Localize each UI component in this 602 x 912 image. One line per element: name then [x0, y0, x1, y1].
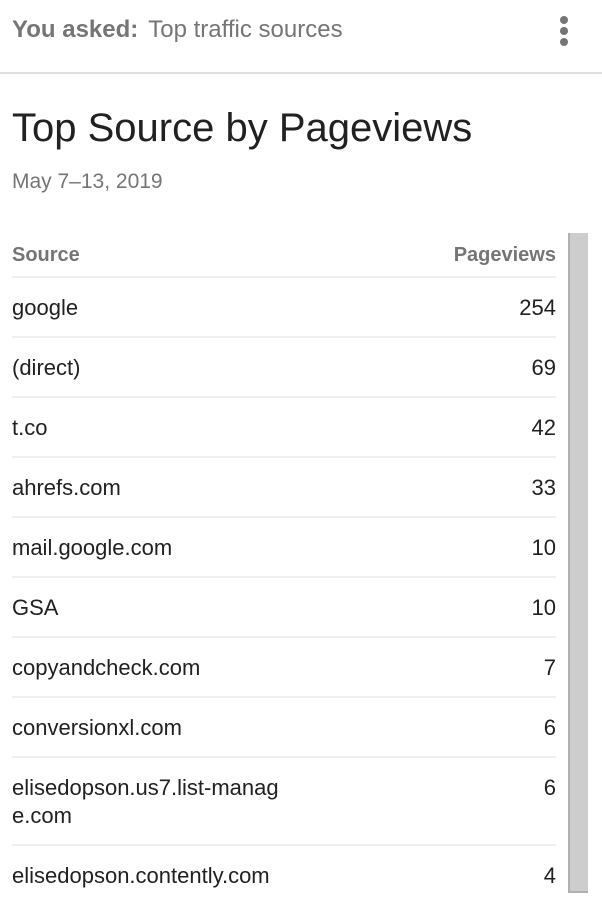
source-cell: elisedopson.contently.com	[12, 863, 270, 888]
source-cell: GSA	[12, 577, 292, 638]
query-text: Top traffic sources	[148, 16, 343, 43]
pageviews-cell: 10	[292, 577, 556, 638]
source-cell: mail.google.com	[12, 517, 292, 578]
table-row: copyandcheck.com 7	[12, 637, 556, 698]
table-header: Source Pageviews	[12, 234, 556, 278]
table-row: GSA 10	[12, 577, 556, 638]
column-header-pageviews: Pageviews	[292, 234, 556, 278]
asked-query: You asked: Top traffic sources	[12, 16, 343, 44]
source-cell: google	[12, 277, 292, 338]
table-row: ahrefs.com 33	[12, 457, 556, 518]
pageviews-cell: 254	[292, 277, 556, 338]
pageviews-cell: 42	[292, 397, 556, 458]
pageviews-cell: 6	[292, 697, 556, 758]
pageviews-cell: 7	[292, 637, 556, 698]
table-row: mail.google.com 10	[12, 517, 556, 578]
source-cell: copyandcheck.com	[12, 637, 292, 698]
header: You asked: Top traffic sources	[0, 0, 602, 74]
pageviews-cell: 10	[292, 517, 556, 578]
sources-table: Source Pageviews google 254 (direct) 69 t.co…	[12, 234, 556, 904]
table-row: elisedopson.us7.list-manage.com 6	[12, 757, 556, 846]
pageviews-cell: 69	[292, 337, 556, 398]
pageviews-cell: 33	[292, 457, 556, 518]
source-cell: conversionxl.com	[12, 697, 292, 758]
scrollbar[interactable]	[568, 233, 588, 893]
asked-label: You asked:	[12, 16, 139, 43]
table-row: conversionxl.com 6	[12, 697, 556, 758]
table-row: elisedopson.contently.com 4	[12, 845, 556, 904]
source-cell: ahrefs.com	[12, 457, 292, 518]
pageviews-cell: 4	[543, 863, 556, 888]
table-row: t.co 42	[12, 397, 556, 458]
source-cell: (direct)	[12, 337, 292, 398]
pageviews-cell: 6	[292, 757, 556, 846]
page-title: Top Source by Pageviews	[12, 106, 473, 150]
more-vert-icon[interactable]	[556, 16, 572, 46]
column-header-source: Source	[12, 234, 292, 278]
table-row: (direct) 69	[12, 337, 556, 398]
source-cell: t.co	[12, 397, 292, 458]
date-range: May 7–13, 2019	[12, 170, 163, 193]
table-row: google 254	[12, 277, 556, 338]
source-cell: elisedopson.us7.list-manage.com	[12, 757, 292, 846]
